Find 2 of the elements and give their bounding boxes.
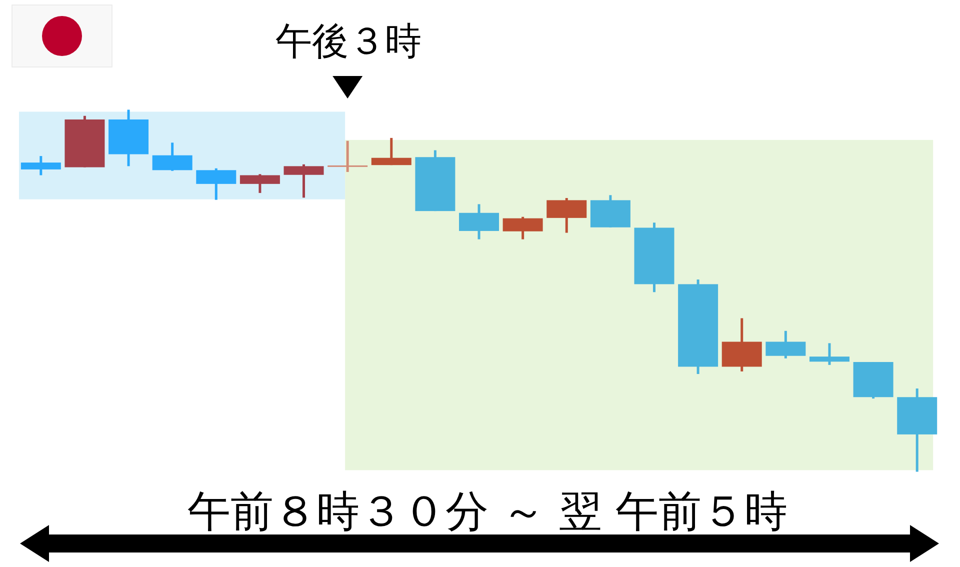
annotation: 午後３時 xyxy=(276,19,428,63)
annotation: 午前８時３０分 ～ 翌 午前５時 xyxy=(188,487,788,537)
